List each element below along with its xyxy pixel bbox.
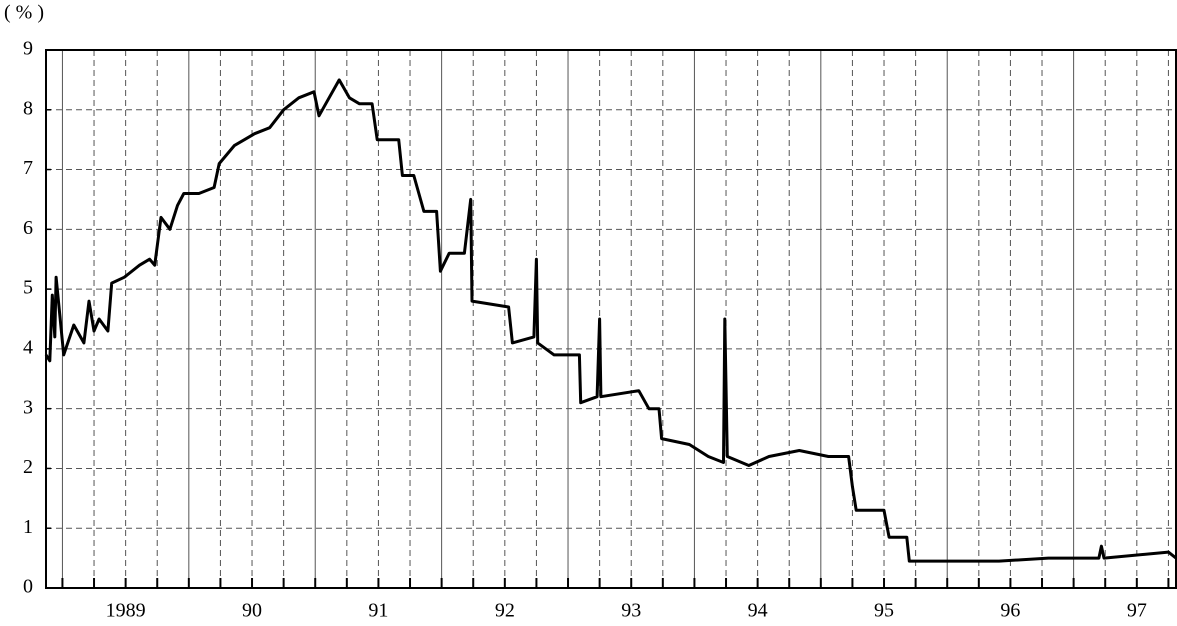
y-axis-label: ( % ) (4, 2, 44, 24)
x-tick-label: 94 (748, 600, 768, 622)
y-tick-label: 5 (23, 277, 33, 299)
x-tick-label: 93 (621, 600, 641, 622)
y-tick-label: 0 (23, 576, 33, 598)
y-tick-label: 6 (23, 217, 33, 239)
line-series (44, 78, 1177, 563)
x-tick-label: 90 (242, 600, 262, 622)
x-tick-label: 92 (495, 600, 515, 622)
y-tick-label: 2 (23, 456, 33, 478)
y-tick-label: 3 (23, 396, 33, 418)
y-tick-label: 4 (23, 336, 33, 358)
y-tick-label: 1 (23, 516, 33, 538)
x-tick-label: 95 (874, 600, 894, 622)
plot-border (45, 49, 1177, 589)
y-tick-label: 7 (23, 157, 33, 179)
x-tick-label: 1989 (106, 600, 146, 622)
y-tick-label: 9 (23, 38, 33, 60)
x-tick-label: 97 (1127, 600, 1147, 622)
x-tick-label: 96 (1000, 600, 1020, 622)
y-tick-label: 8 (23, 97, 33, 119)
x-tick-label: 91 (368, 600, 388, 622)
